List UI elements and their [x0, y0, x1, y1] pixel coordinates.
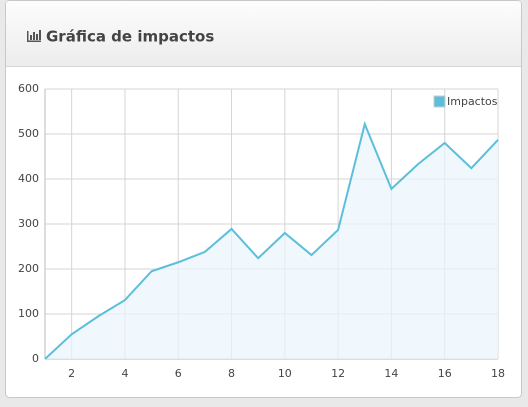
x-tick-label: 8 [228, 367, 235, 380]
panel-header [6, 1, 521, 66]
y-tick-label: 100 [18, 307, 39, 320]
x-tick-label: 4 [121, 367, 128, 380]
legend-label: Impactos [447, 95, 498, 108]
y-tick-label: 300 [18, 217, 39, 230]
x-tick-label: 2 [68, 367, 75, 380]
x-tick-label: 16 [438, 367, 452, 380]
y-tick-label: 0 [32, 352, 39, 365]
x-tick-label: 18 [491, 367, 505, 380]
legend-swatch [433, 95, 446, 108]
line [44, 120, 499, 360]
widget-title: Gráfica de impactos [46, 28, 214, 46]
x-tick-label: 10 [278, 367, 292, 380]
x-tick-label: 6 [175, 367, 182, 380]
area [45, 124, 498, 359]
x-tick-label: 12 [331, 367, 345, 380]
y-tick-label: 400 [18, 172, 39, 185]
x-tick-label: 14 [384, 367, 398, 380]
chart-icon [27, 30, 41, 42]
y-tick-label: 500 [18, 127, 39, 140]
y-tick-label: 600 [18, 82, 39, 95]
y-tick-label: 200 [18, 262, 39, 275]
